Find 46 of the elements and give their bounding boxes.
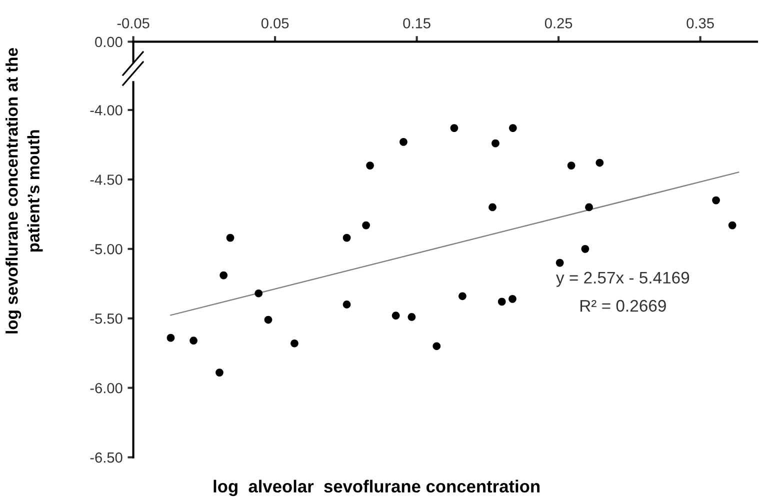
- point: [216, 368, 224, 376]
- annotation: R² = 0.2669: [580, 300, 666, 312]
- point: [400, 138, 408, 146]
- point: [342, 234, 351, 242]
- x-axis-title: log alveolar sevoflurane concentration: [214, 480, 540, 496]
- y-tick-label: -4.00: [90, 105, 122, 116]
- x-tick-label: 0.05: [261, 18, 289, 28]
- point: [166, 334, 175, 342]
- point: [366, 162, 374, 170]
- point: [220, 271, 228, 280]
- point: [254, 289, 263, 298]
- point: [362, 221, 370, 230]
- point: [498, 298, 506, 306]
- point: [450, 124, 458, 132]
- y-tick-label: -6.00: [90, 382, 122, 394]
- point: [508, 124, 517, 132]
- point: [432, 342, 441, 350]
- point: [190, 336, 198, 345]
- point: [392, 312, 400, 320]
- point: [488, 203, 496, 212]
- point: [712, 196, 720, 204]
- point: [581, 244, 590, 253]
- point: [567, 162, 576, 170]
- point: [226, 234, 234, 242]
- text: 0.00: [95, 36, 122, 48]
- point: [264, 316, 272, 324]
- point: [458, 292, 466, 300]
- y-axis-title: log sevoflurane concentration at the patient’s mouth: [6, 48, 43, 334]
- y-tick-label: -4.50: [90, 174, 122, 185]
- point: [596, 158, 604, 167]
- point: [556, 258, 564, 267]
- x-tick-label: 0.25: [544, 18, 572, 28]
- y-tick-label: -5.50: [90, 313, 122, 324]
- y-tick-label: -6.50: [90, 452, 122, 463]
- point: [408, 313, 416, 321]
- point: [728, 221, 736, 230]
- annotation: y = 2.57x - 5.4169: [556, 272, 690, 287]
- point: [492, 139, 500, 148]
- point: [290, 339, 298, 348]
- x-tick-label: -0.05: [117, 18, 150, 28]
- x-tick-label: 0.15: [403, 18, 430, 28]
- point: [342, 300, 351, 308]
- y-tick-label: -5.00: [90, 244, 122, 254]
- point: [508, 294, 516, 303]
- point: [585, 203, 593, 212]
- x-tick-label: 0.35: [686, 18, 714, 28]
